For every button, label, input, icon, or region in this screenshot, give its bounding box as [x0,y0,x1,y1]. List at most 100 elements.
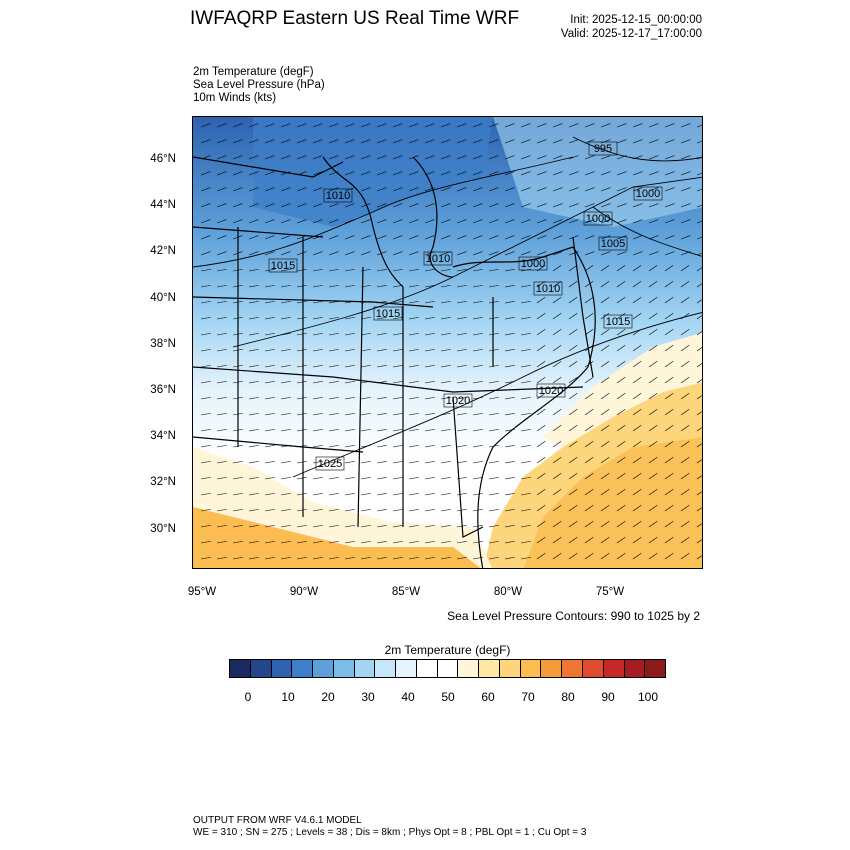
wind-barb [200,284,211,288]
wind-barb [568,219,579,224]
wind-barb [584,139,595,144]
wind-barb [360,316,371,320]
wind-barb [568,377,578,384]
wind-barb [456,524,467,528]
wind-barb [376,171,387,176]
wind-barb [424,508,435,512]
wind-barb [456,139,467,144]
wind-barb [408,364,419,368]
wind-barb [648,537,658,544]
wind-barb [696,377,702,384]
wind-barb [552,235,563,240]
wind-barb [408,556,419,560]
wind-barb [456,460,467,464]
wind-barb [360,123,371,128]
wind-barb [232,332,243,336]
wind-barb [264,508,275,512]
wind-barb [472,396,483,400]
wind-barb [536,361,546,368]
wind-barb [424,203,435,208]
wind-barb [328,524,339,528]
wind-barb [584,235,595,240]
wind-barb [440,540,451,544]
wind-barb [216,332,227,336]
wind-barb [552,139,563,144]
wind-barb [440,348,451,352]
wind-barb [632,361,642,368]
wind-barb [680,219,691,224]
lat-label: 42°N [150,245,176,258]
wind-barb [392,268,403,272]
wind-barb [280,171,291,176]
wind-barb [248,348,259,352]
wind-barb [600,265,610,272]
wind-barb [696,505,702,512]
wind-barb [696,313,702,320]
wind-barb [664,441,674,448]
wind-barb [520,412,531,416]
wind-barb [632,265,642,272]
wind-barb [424,524,435,528]
wind-barb [520,460,531,464]
wind-barb [312,428,323,432]
wind-barb [328,364,339,368]
wind-barb [488,460,499,464]
wind-barb [664,329,674,336]
wind-barb [472,524,483,528]
wind-barb [472,300,483,304]
wind-barb [664,171,675,176]
wind-barb [280,380,291,384]
wind-barb [488,380,499,384]
wind-barb [216,300,227,304]
wind-barb [392,476,403,480]
wind-barb [408,444,419,448]
wind-barb [424,396,435,400]
wind-barb [536,473,546,480]
colorbar-cell [313,660,334,677]
wind-barb [648,155,659,160]
wind-barb [568,505,578,512]
wind-barb [232,219,243,224]
wind-barb [360,508,371,512]
wind-barb [216,492,227,496]
wind-barb [408,540,419,544]
colorbar-cell [250,660,272,677]
wind-barb [600,139,611,144]
wind-barb [392,556,403,560]
wind-barb [664,553,674,560]
wind-barb [632,235,643,240]
wind-barb [600,313,610,320]
wind-barb [536,313,546,320]
wind-barb [632,251,643,256]
wind-barb [360,364,371,368]
slp-contour-note: Sea Level Pressure Contours: 990 to 1025… [447,609,700,623]
wind-barb [632,409,642,416]
wind-barb [248,508,259,512]
colorbar-cell [520,660,542,677]
wind-barb [488,540,499,544]
wind-barb [680,313,690,320]
wind-barb [440,524,451,528]
colorbar-title: 2m Temperature (degF) [384,643,511,657]
wind-barb [664,521,674,528]
wind-barb [328,123,339,128]
wind-barb [536,425,546,432]
wind-barb [328,460,339,464]
wind-barb [472,428,483,432]
wind-barb [664,139,675,144]
wind-barb [456,556,467,560]
wind-barb [632,457,642,464]
wind-barb [584,473,594,480]
wind-barb [360,428,371,432]
wind-barb [360,332,371,336]
wind-barb [664,123,675,128]
pressure-label-box [588,141,618,156]
wind-barb [296,556,307,560]
wind-barb [408,268,419,272]
wind-barb [296,540,307,544]
wind-barb [280,316,291,320]
wind-barb [216,284,227,288]
wind-barb [264,332,275,336]
wind-barb [312,171,323,176]
wind-barb [664,155,675,160]
